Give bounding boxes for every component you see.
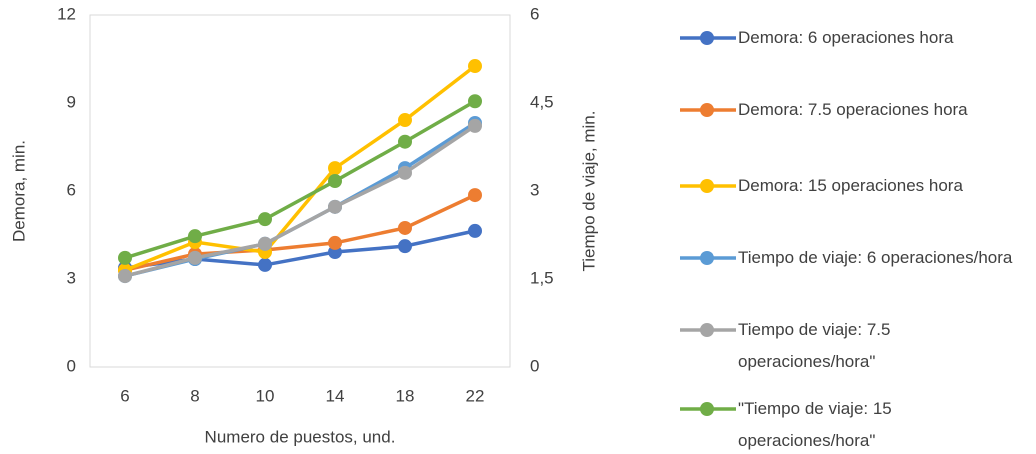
- plot: Numero de puestos, und. Demora, min. Tie…: [9, 4, 598, 446]
- plot-frame: [89, 14, 511, 368]
- series-line: [124, 99, 476, 260]
- data-point: [398, 113, 412, 128]
- y-tick-label: 12: [57, 4, 76, 23]
- legend-marker: [680, 103, 736, 117]
- data-point: [468, 223, 482, 238]
- data-point: [188, 229, 202, 244]
- legend-marker: [680, 323, 736, 337]
- y2-axis-label: Tiempo de viaje, min.: [579, 111, 598, 272]
- legend-label: Tiempo de viaje: 7.5 operaciones/hora": [738, 320, 891, 371]
- data-point: [328, 174, 342, 189]
- x-tick-label: 22: [466, 386, 485, 405]
- data-point: [468, 118, 482, 133]
- series-line: [124, 193, 476, 272]
- legend-label: Demora: 6 operaciones hora: [738, 28, 954, 47]
- legend-label: Demora: 15 operaciones hora: [738, 176, 963, 195]
- series-line: [124, 64, 477, 272]
- legend-dot: [700, 402, 714, 416]
- x-tick-label: 14: [326, 386, 345, 405]
- legend-marker: [680, 402, 736, 416]
- legend-dot: [700, 323, 714, 337]
- x-tick-label: 8: [190, 386, 199, 405]
- legend-item: Demora: 7.5 operaciones hora: [680, 94, 1030, 126]
- data-point: [258, 236, 272, 251]
- legend-marker: [680, 31, 736, 45]
- legend-marker: [680, 251, 736, 265]
- y-tick-label: 9: [67, 92, 76, 111]
- x-tick-label: 6: [120, 386, 129, 405]
- legend-item: Demora: 15 operaciones hora: [680, 170, 1030, 202]
- legend-item: Tiempo de viaje: 7.5 operaciones/hora": [680, 314, 1030, 378]
- data-point: [118, 269, 132, 284]
- legend-item: Tiempo de viaje: 6 operaciones/hora: [680, 242, 1030, 274]
- data-point: [468, 188, 482, 203]
- data-point: [258, 257, 272, 272]
- legend-marker: [680, 179, 736, 193]
- y-tick-label: 3: [67, 268, 76, 287]
- data-point: [328, 235, 342, 250]
- data-point: [398, 239, 412, 254]
- data-point: [468, 59, 482, 74]
- data-point: [328, 199, 342, 214]
- legend-dot: [700, 103, 714, 117]
- data-point: [398, 165, 412, 180]
- y2-tick-label: 4,5: [530, 92, 554, 111]
- legend-item: Demora: 6 operaciones hora: [680, 22, 1030, 54]
- legend-dot: [700, 251, 714, 265]
- data-point: [118, 250, 132, 265]
- x-tick-label: 10: [256, 386, 275, 405]
- y-axis-label: Demora, min.: [9, 140, 28, 242]
- y-tick-label: 0: [67, 356, 76, 375]
- legend-label: Tiempo de viaje: 6 operaciones/hora: [738, 248, 1013, 267]
- y2-tick-label: 6: [530, 4, 539, 23]
- legend-dot: [700, 179, 714, 193]
- y2-tick-label: 3: [530, 180, 539, 199]
- data-point: [468, 94, 482, 109]
- legend-dot: [700, 31, 714, 45]
- legend-item: "Tiempo de viaje: 15 operaciones/hora": [680, 393, 1030, 454]
- data-point: [398, 134, 412, 149]
- y2-tick-label: 1,5: [530, 268, 554, 287]
- data-point: [188, 250, 202, 265]
- y2-tick-label: 0: [530, 356, 539, 375]
- data-point: [258, 212, 272, 227]
- legend-label: "Tiempo de viaje: 15 operaciones/hora": [738, 399, 892, 450]
- x-tick-label: 18: [396, 386, 415, 405]
- data-point: [328, 161, 342, 176]
- legend-label: Demora: 7.5 operaciones hora: [738, 100, 968, 119]
- data-point: [398, 220, 412, 235]
- y-tick-label: 6: [67, 180, 76, 199]
- x-axis-label: Numero de puestos, und.: [205, 427, 396, 446]
- series-line: [124, 124, 476, 278]
